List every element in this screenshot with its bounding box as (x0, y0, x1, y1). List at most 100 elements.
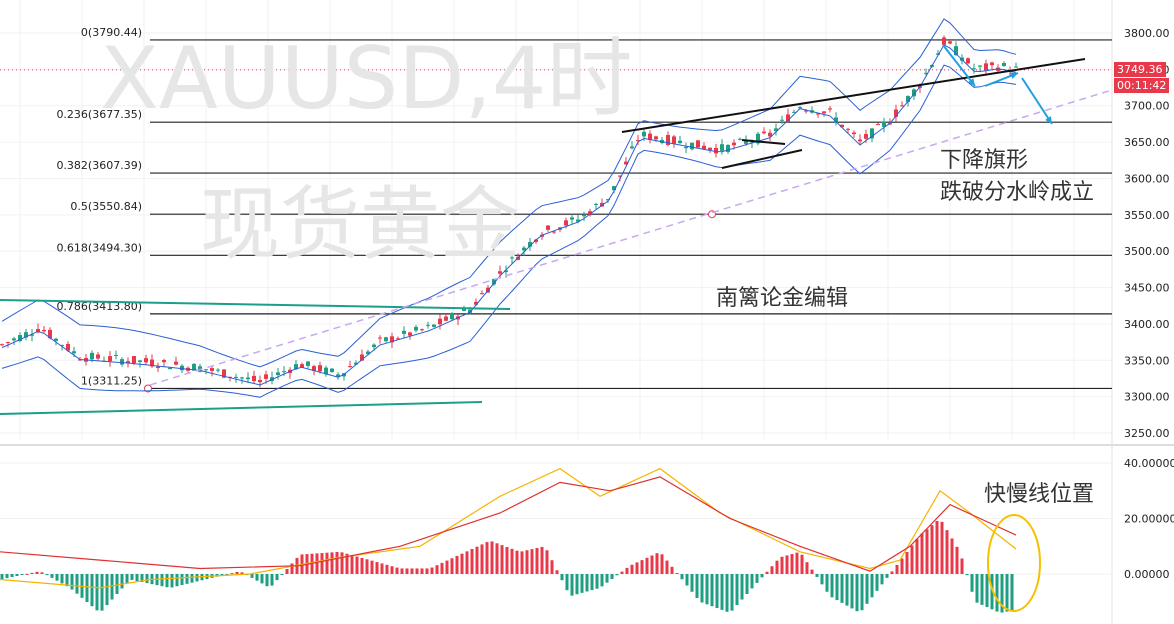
candle-body (780, 119, 784, 121)
macd-bar (370, 560, 374, 574)
candle-body (912, 89, 916, 97)
candle-body (654, 136, 658, 140)
macd-bar (275, 574, 279, 581)
candle-body (390, 336, 394, 343)
macd-bar (855, 574, 859, 612)
candle-body (642, 131, 646, 137)
candle-body (894, 109, 898, 117)
arrow-down-2 (1021, 77, 1053, 125)
bollinger-upper (1, 18, 1017, 368)
annotation-editor: 南篱论金编辑 (716, 286, 849, 311)
candle-body (354, 362, 358, 365)
candle-body (876, 124, 880, 126)
macd-bar (40, 572, 44, 574)
y-tick-label: 3650.00 (1124, 136, 1170, 149)
y-tick-label: 3250.00 (1124, 427, 1170, 440)
macd-bar (330, 552, 334, 574)
channel-top (621, 58, 1086, 133)
candle-body (570, 217, 574, 220)
macd-bar (405, 568, 409, 574)
candle-body (360, 354, 364, 361)
candle-body (174, 361, 178, 365)
macd-bar (15, 574, 19, 577)
candle-body (906, 96, 910, 102)
macd-bar (830, 574, 834, 598)
macd-bar (20, 574, 24, 575)
candle-body (498, 271, 502, 274)
candle-body (510, 257, 514, 259)
candle-body (264, 374, 268, 379)
macd-bar (865, 574, 869, 604)
candle-body (702, 145, 706, 150)
candle-body (696, 140, 700, 148)
macd-bar (765, 571, 769, 574)
arrow-down-1-head (967, 78, 975, 86)
macd-bar (195, 574, 199, 582)
macd-bar (645, 557, 649, 574)
candle-body (0, 344, 4, 346)
candle-body (144, 358, 148, 363)
macd-bar (520, 551, 524, 574)
macd-bar (970, 574, 974, 592)
candle-body (234, 376, 238, 378)
macd-bar (470, 549, 474, 574)
macd-bar (65, 574, 69, 587)
candle-body (252, 375, 256, 382)
macd-bar (675, 573, 679, 575)
macd-bar (595, 574, 599, 589)
candle-body (630, 146, 634, 149)
candle-body (762, 131, 766, 134)
candle-body (648, 133, 652, 140)
candle-body (972, 68, 976, 70)
annotation-macd-position: 快慢线位置 (984, 482, 1095, 507)
candle-body (924, 72, 928, 74)
macd-bar (260, 574, 264, 584)
candle-body (900, 105, 904, 107)
candle-body (954, 46, 958, 56)
candle-body (1002, 63, 1006, 66)
candle-body (204, 369, 208, 371)
y-tick-label: 3800.00 (1124, 27, 1170, 40)
macd-bar (820, 574, 824, 585)
macd-bar (610, 574, 614, 579)
candle-body (552, 231, 556, 233)
macd-fast-line (0, 467, 1017, 589)
macd-bar (430, 567, 434, 574)
candle-body (990, 62, 994, 66)
candle-body (108, 356, 112, 362)
macd-bar (545, 550, 549, 574)
candle-body (594, 203, 598, 205)
macd-bar (340, 552, 344, 574)
macd-bar (735, 574, 739, 606)
candle-body (822, 111, 826, 114)
macd-bar (1010, 574, 1014, 611)
macd-bar (880, 574, 884, 585)
macd-bar (445, 560, 449, 574)
macd-bar (1000, 574, 1004, 613)
candle-body (138, 360, 142, 362)
candle-body (564, 220, 568, 226)
candle-body (222, 369, 226, 378)
macd-bar (270, 574, 274, 586)
macd-bar (695, 574, 699, 599)
candle-body (840, 124, 844, 128)
macd-bar (650, 555, 654, 574)
candle-body (942, 37, 946, 45)
macd-bar (870, 574, 874, 598)
macd-bar (815, 574, 819, 577)
macd-bar (45, 574, 49, 576)
candle-body (366, 351, 370, 355)
candle-body (384, 337, 388, 342)
macd-bar (170, 574, 174, 588)
macd-bar (540, 546, 544, 574)
candle-body (804, 110, 808, 112)
candle-body (318, 365, 322, 372)
macd-bar (925, 529, 929, 574)
macd-bar (760, 574, 764, 578)
candle-body (402, 330, 406, 334)
macd-bar (385, 564, 389, 574)
candle-body (738, 138, 742, 140)
candle-body (492, 279, 496, 285)
candle-body (216, 369, 220, 371)
candle-body (978, 65, 982, 67)
